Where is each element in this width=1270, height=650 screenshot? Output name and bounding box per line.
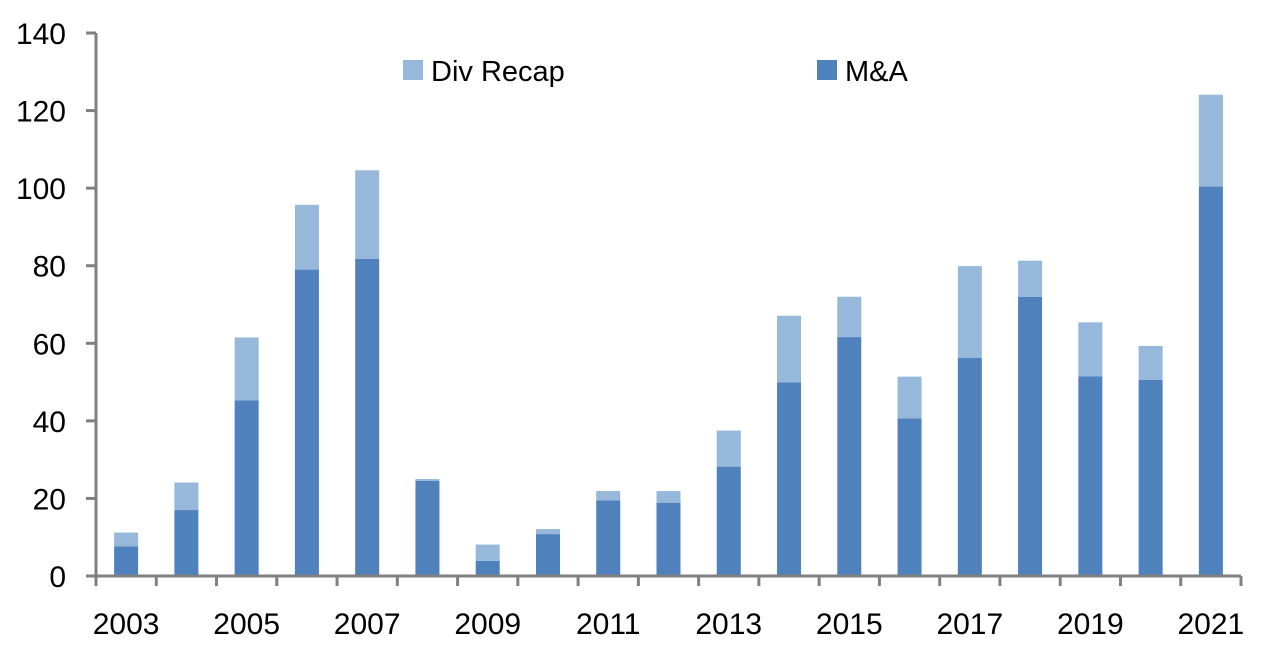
bar-m-a-2021 — [1198, 186, 1223, 576]
x-tick-label-2019: 2019 — [1057, 608, 1124, 641]
bar-div-recap-2014 — [777, 315, 802, 383]
bar-m-a-2003 — [114, 546, 139, 576]
y-tick-label: 0 — [49, 561, 66, 594]
bar-div-recap-2007 — [355, 170, 380, 259]
y-tick-label: 80 — [33, 251, 66, 284]
legend-swatch-ma — [817, 60, 837, 80]
bar-div-recap-2018 — [1018, 260, 1043, 297]
legend-label-ma: M&A — [845, 56, 909, 88]
bar-div-recap-2017 — [957, 266, 982, 359]
bar-m-a-2004 — [174, 510, 199, 576]
x-tick-label-2021: 2021 — [1177, 608, 1244, 641]
legend: Div Recap M&A — [403, 56, 909, 88]
x-tick-label-2005: 2005 — [213, 608, 280, 641]
bar-m-a-2008 — [415, 480, 440, 576]
bar-m-a-2019 — [1078, 376, 1103, 576]
bar-div-recap-2005 — [234, 337, 259, 401]
y-tick-label: 40 — [33, 406, 66, 439]
bar-m-a-2007 — [355, 258, 380, 576]
bar-m-a-2014 — [777, 382, 802, 576]
bar-div-recap-2010 — [535, 529, 560, 535]
bar-div-recap-2015 — [837, 296, 862, 338]
bar-m-a-2005 — [234, 400, 259, 576]
bar-div-recap-2003 — [114, 532, 139, 547]
x-tick-label-2017: 2017 — [936, 608, 1003, 641]
y-tick-label: 100 — [16, 173, 66, 206]
x-tick-label-2007: 2007 — [334, 608, 401, 641]
x-tick-label-2003: 2003 — [93, 608, 160, 641]
bar-div-recap-2021 — [1198, 94, 1223, 187]
y-tick-label: 60 — [33, 328, 66, 361]
bar-m-a-2018 — [1018, 296, 1043, 576]
bar-div-recap-2013 — [716, 430, 741, 467]
legend-swatch-div-recap — [403, 60, 423, 80]
bar-m-a-2015 — [837, 337, 862, 576]
x-tick-label-2009: 2009 — [454, 608, 521, 641]
bar-m-a-2009 — [475, 560, 500, 576]
bar-m-a-2011 — [596, 500, 621, 576]
bar-div-recap-2008 — [415, 479, 440, 481]
x-tick-label-2015: 2015 — [816, 608, 883, 641]
y-tick-label: 20 — [33, 483, 66, 516]
bar-div-recap-2004 — [174, 482, 199, 511]
bars-group — [114, 94, 1223, 576]
bar-div-recap-2019 — [1078, 322, 1103, 377]
bar-m-a-2020 — [1138, 379, 1163, 576]
x-tick-label-2011: 2011 — [576, 608, 641, 641]
axes-group: 0 20 40 60 80 100 120 140 2003 2005 2007 2009 2011 20… — [16, 18, 1244, 641]
bar-m-a-2006 — [294, 269, 319, 576]
legend-label-div-recap: Div Recap — [431, 56, 565, 88]
y-tick-label: 120 — [16, 96, 66, 129]
bar-div-recap-2016 — [897, 376, 922, 419]
bar-m-a-2016 — [897, 418, 922, 576]
bar-m-a-2010 — [535, 534, 560, 576]
y-tick-label: 140 — [16, 18, 66, 51]
x-tick-label-2013: 2013 — [695, 608, 762, 641]
bar-m-a-2012 — [656, 502, 681, 576]
bar-div-recap-2011 — [596, 491, 621, 501]
bar-div-recap-2006 — [294, 204, 319, 270]
bar-div-recap-2012 — [656, 491, 681, 503]
bar-div-recap-2009 — [475, 544, 500, 561]
bar-m-a-2013 — [716, 466, 741, 576]
bar-m-a-2017 — [957, 358, 982, 576]
bar-div-recap-2020 — [1138, 346, 1163, 380]
